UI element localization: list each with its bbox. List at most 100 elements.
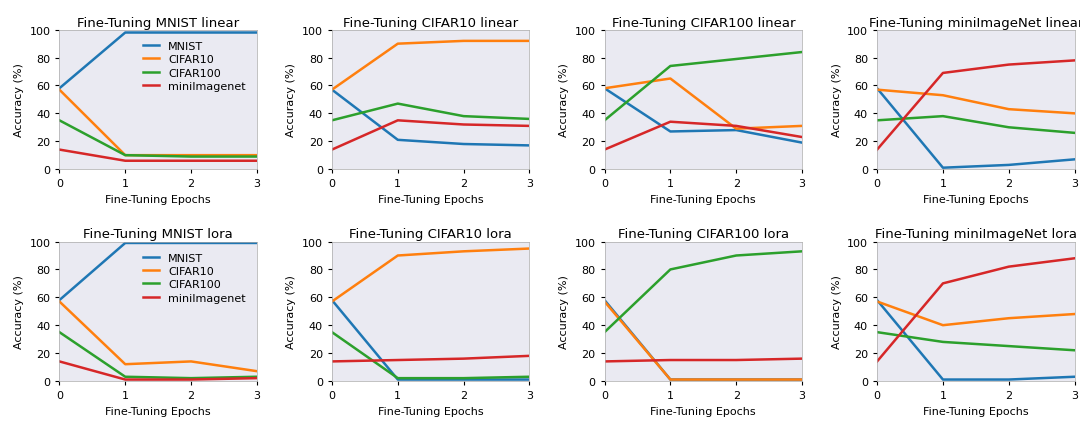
MNIST — [251, 241, 264, 246]
CIFAR100 — [598, 330, 611, 335]
CIFAR100 — [457, 376, 470, 381]
Line: MNIST: MNIST — [59, 33, 257, 89]
X-axis label: Fine-Tuning Epochs: Fine-Tuning Epochs — [923, 194, 1028, 204]
CIFAR100 — [598, 118, 611, 124]
MNIST — [457, 142, 470, 147]
CIFAR10 — [936, 93, 949, 99]
CIFAR10 — [251, 369, 264, 374]
CIFAR100 — [1002, 344, 1015, 349]
Y-axis label: Accuracy (%): Accuracy (%) — [832, 275, 841, 348]
Line: CIFAR100: CIFAR100 — [59, 121, 257, 157]
CIFAR10 — [391, 42, 404, 47]
MNIST — [1002, 377, 1015, 382]
miniImagenet — [796, 356, 809, 361]
CIFAR100 — [936, 114, 949, 120]
Line: CIFAR10: CIFAR10 — [605, 302, 802, 380]
CIFAR100 — [185, 376, 198, 381]
X-axis label: Fine-Tuning Epochs: Fine-Tuning Epochs — [923, 406, 1028, 416]
MNIST — [796, 377, 809, 382]
CIFAR10 — [251, 153, 264, 159]
Line: CIFAR10: CIFAR10 — [59, 91, 257, 156]
MNIST — [1002, 163, 1015, 168]
CIFAR100 — [457, 114, 470, 120]
MNIST — [391, 138, 404, 143]
MNIST — [391, 377, 404, 382]
CIFAR100 — [53, 118, 66, 124]
miniImagenet — [936, 71, 949, 76]
Title: Fine-Tuning CIFAR10 linear: Fine-Tuning CIFAR10 linear — [343, 17, 518, 29]
X-axis label: Fine-Tuning Epochs: Fine-Tuning Epochs — [378, 194, 484, 204]
CIFAR10 — [1002, 316, 1015, 321]
Y-axis label: Accuracy (%): Accuracy (%) — [559, 275, 569, 348]
CIFAR10 — [119, 362, 132, 367]
MNIST — [936, 377, 949, 382]
Line: miniImagenet: miniImagenet — [605, 123, 802, 150]
miniImagenet — [523, 353, 536, 359]
miniImagenet — [457, 123, 470, 128]
CIFAR10 — [53, 88, 66, 93]
MNIST — [523, 143, 536, 148]
Line: miniImagenet: miniImagenet — [877, 259, 1075, 362]
Line: CIFAR100: CIFAR100 — [332, 332, 529, 378]
miniImagenet — [251, 159, 264, 164]
MNIST — [523, 377, 536, 382]
Line: MNIST: MNIST — [605, 89, 802, 143]
MNIST — [870, 86, 883, 92]
MNIST — [730, 377, 743, 382]
CIFAR100 — [870, 118, 883, 124]
CIFAR10 — [457, 39, 470, 44]
Y-axis label: Accuracy (%): Accuracy (%) — [832, 64, 841, 137]
Line: CIFAR10: CIFAR10 — [877, 302, 1075, 325]
miniImagenet — [598, 359, 611, 364]
miniImagenet — [1002, 63, 1015, 68]
CIFAR100 — [53, 330, 66, 335]
CIFAR100 — [523, 117, 536, 122]
CIFAR10 — [664, 377, 677, 382]
miniImagenet — [119, 377, 132, 382]
Title: Fine-Tuning CIFAR100 lora: Fine-Tuning CIFAR100 lora — [618, 228, 788, 241]
CIFAR10 — [119, 153, 132, 159]
CIFAR100 — [664, 64, 677, 70]
MNIST — [185, 31, 198, 36]
CIFAR10 — [598, 299, 611, 304]
Line: MNIST: MNIST — [59, 244, 257, 300]
MNIST — [251, 31, 264, 36]
CIFAR100 — [796, 50, 809, 56]
MNIST — [53, 86, 66, 92]
CIFAR100 — [119, 153, 132, 159]
Line: miniImagenet: miniImagenet — [605, 359, 802, 362]
MNIST — [1068, 374, 1080, 379]
Y-axis label: Accuracy (%): Accuracy (%) — [14, 64, 24, 137]
CIFAR10 — [523, 246, 536, 251]
CIFAR100 — [1002, 125, 1015, 131]
Line: CIFAR100: CIFAR100 — [877, 332, 1075, 350]
miniImagenet — [870, 148, 883, 153]
Line: MNIST: MNIST — [332, 300, 529, 380]
CIFAR10 — [53, 299, 66, 304]
miniImagenet — [391, 357, 404, 363]
MNIST — [457, 377, 470, 382]
miniImagenet — [730, 124, 743, 129]
miniImagenet — [325, 359, 338, 364]
Title: Fine-Tuning miniImageNet linear: Fine-Tuning miniImageNet linear — [868, 17, 1080, 29]
CIFAR100 — [870, 330, 883, 335]
MNIST — [664, 377, 677, 382]
MNIST — [325, 298, 338, 303]
MNIST — [598, 86, 611, 92]
CIFAR10 — [325, 299, 338, 304]
CIFAR100 — [325, 118, 338, 124]
MNIST — [796, 141, 809, 146]
Title: Fine-Tuning CIFAR100 linear: Fine-Tuning CIFAR100 linear — [611, 17, 795, 29]
CIFAR10 — [185, 153, 198, 159]
miniImagenet — [1068, 256, 1080, 261]
Line: MNIST: MNIST — [332, 91, 529, 146]
CIFAR10 — [664, 77, 677, 82]
Y-axis label: Accuracy (%): Accuracy (%) — [559, 64, 569, 137]
CIFAR10 — [185, 359, 198, 364]
CIFAR10 — [457, 249, 470, 254]
CIFAR10 — [870, 88, 883, 93]
CIFAR100 — [251, 374, 264, 379]
Line: CIFAR10: CIFAR10 — [332, 249, 529, 302]
CIFAR10 — [523, 39, 536, 44]
X-axis label: Fine-Tuning Epochs: Fine-Tuning Epochs — [650, 194, 756, 204]
